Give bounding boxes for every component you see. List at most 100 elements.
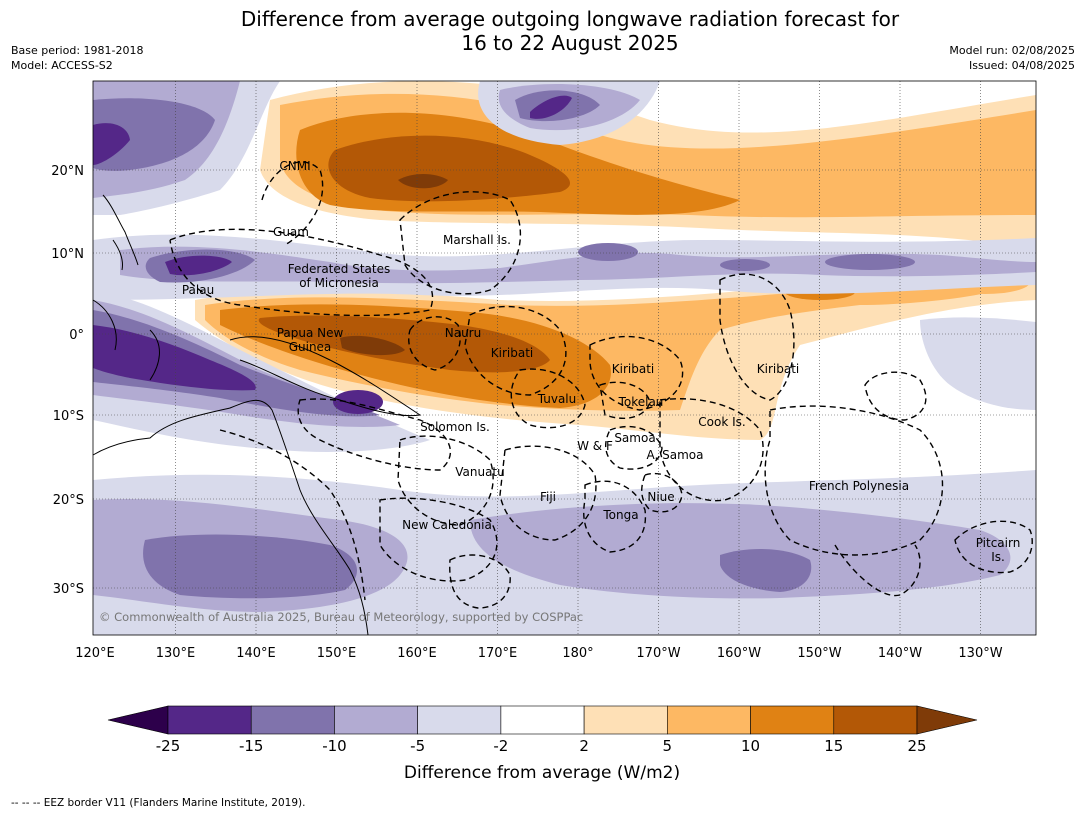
- purple-west-dark: [93, 98, 215, 171]
- label-fiji: Fiji: [540, 490, 556, 504]
- chart-title: Difference from average outgoing longwav…: [170, 7, 970, 55]
- eez-solomon: [297, 398, 451, 471]
- eez-french-polynesia: [764, 405, 944, 556]
- colorbar-tick-label: 25: [907, 737, 926, 755]
- eez-tuvalu: [510, 368, 586, 429]
- band-north-brown: [328, 135, 570, 202]
- label-palau: Palau: [182, 283, 214, 297]
- colorbar-tick-label: 5: [663, 737, 673, 755]
- purple-south-dark-west: [143, 534, 357, 599]
- model-run-text: Model run: 02/08/2025: [949, 44, 1075, 57]
- eez-kiribati-phoenix: [589, 335, 684, 411]
- purple-west-darkest: [93, 123, 130, 165]
- purple-north-patch-darkest: [530, 95, 572, 119]
- eez-fsm: [169, 228, 434, 317]
- longitude-tick-label: 140°W: [878, 646, 922, 661]
- eez-kiribati-line: [719, 273, 795, 401]
- label-fsm-1: Federated States: [288, 262, 390, 276]
- label-samoa: Samoa: [614, 431, 655, 445]
- graticule: [93, 81, 1036, 635]
- label-pitcairn-1: Pitcairn: [976, 536, 1021, 550]
- purple-southeast-light: [920, 317, 1036, 410]
- longitude-tick-label: 140°E: [236, 646, 276, 661]
- label-vanuatu: Vanuatu: [455, 465, 505, 479]
- purple-wequator-darkest: [93, 325, 256, 391]
- eez-southeast-line: [834, 544, 921, 597]
- band-equator-brown: [258, 315, 550, 373]
- longitude-tick-label: 170°E: [478, 646, 518, 661]
- longitude-tick-label: 120°E: [75, 646, 115, 661]
- coastlines: [92, 194, 422, 636]
- label-asamoa: A. Samoa: [647, 448, 704, 462]
- issued-text: Issued: 04/08/2025: [968, 59, 1075, 72]
- eez-vanuatu: [397, 435, 494, 526]
- longitude-tick-label: 160°W: [717, 646, 761, 661]
- colorbar-segment: [167, 705, 252, 735]
- copyright-text: © Commonwealth of Australia 2025, Bureau…: [99, 610, 583, 624]
- band-north-darkest: [398, 174, 448, 189]
- label-niue: Niue: [647, 490, 674, 504]
- latitude-tick-label: 10°N: [51, 247, 84, 262]
- coast-borneo-sulawesi: [92, 299, 160, 381]
- latitude-tick-label: 20°S: [53, 493, 84, 508]
- meta-left: Base period: 1981-2018 Model: ACCESS-S2: [11, 43, 143, 73]
- longitude-tick-label: 150°W: [797, 646, 841, 661]
- label-solomon: Solomon Is.: [420, 420, 490, 434]
- label-fsm-2: of Micronesia: [299, 276, 379, 290]
- purple-dark-patch-a: [578, 243, 638, 261]
- purple-wequator-dark: [93, 310, 380, 417]
- coast-australia: [92, 399, 369, 636]
- longitude-labels: 120°E 130°E 140°E 150°E 160°E 170°E 180° 170°W 1…: [75, 646, 1002, 661]
- purple-dark-patch-b: [825, 254, 915, 270]
- base-period-text: Base period: 1981-2018: [11, 44, 144, 57]
- label-tokelau: Tokelau: [618, 395, 664, 409]
- colorbar-tick-label: -5: [410, 737, 425, 755]
- colorbar-under-extension: [107, 705, 169, 735]
- longitude-tick-label: 180°: [562, 646, 593, 661]
- meta-right: Model run: 02/08/2025 Issued: 04/08/2025: [949, 43, 1075, 73]
- longitude-tick-label: 160°E: [397, 646, 437, 661]
- colorbar-tick-label: -2: [493, 737, 508, 755]
- colorbar-tick-label: 15: [824, 737, 843, 755]
- eez-pitcairn: [954, 520, 1033, 574]
- colorbar-over-extension: [916, 705, 978, 735]
- latitude-tick-label: 10°S: [53, 409, 84, 424]
- latitude-tick-label: 20°N: [51, 164, 84, 179]
- label-png-2: Guinea: [289, 340, 332, 354]
- model-text: Model: ACCESS-S2: [11, 59, 113, 72]
- longitude-tick-label: 150°E: [317, 646, 357, 661]
- label-png-1: Papua New: [277, 326, 344, 340]
- eez-kiribati-gilbert: [464, 305, 567, 396]
- eez-southwest: [219, 429, 366, 601]
- colorbar-segment: [500, 705, 585, 735]
- purple-dark-patch-c: [720, 259, 770, 271]
- colorbar-segment: [583, 705, 668, 735]
- eez-marshall: [399, 191, 522, 295]
- eez-cnmi: [261, 161, 324, 246]
- title-line-2: 16 to 22 August 2025: [461, 31, 679, 55]
- colorbar-segment: [667, 705, 751, 735]
- eez-samoa: [604, 425, 663, 470]
- label-guam: Guam: [273, 225, 309, 239]
- label-french-polynesia: French Polynesia: [809, 479, 909, 493]
- label-new-caledonia: New Caledonia: [402, 518, 492, 532]
- map-frame: [92, 80, 1037, 636]
- coast-philippines: [102, 194, 139, 271]
- label-tuvalu: Tuvalu: [537, 392, 577, 406]
- colorbar-tick-label: -25: [156, 737, 181, 755]
- label-pitcairn-2: Is.: [991, 550, 1005, 564]
- latitude-tick-label: 30°S: [53, 582, 84, 597]
- colorbar-segment: [750, 705, 835, 735]
- label-tonga: Tonga: [602, 508, 638, 522]
- colorbar-segment: [833, 705, 918, 735]
- title-line-1: Difference from average outgoing longwav…: [240, 7, 900, 31]
- colorbar-tick-label: 2: [579, 737, 589, 755]
- label-kiribati-3: Kiribati: [757, 362, 799, 376]
- band-equator-darkest: [340, 335, 405, 356]
- coast-new-guinea: [229, 336, 422, 417]
- eez-fp-north: [864, 371, 927, 421]
- colorbar-label: Difference from average (W/m2): [404, 763, 680, 783]
- latitude-labels: 20°N 10°N 0° 10°S 20°S 30°S: [51, 164, 84, 597]
- colorbar-tick-labels: -25 -15 -10 -5 -2 2 5 10 15 25: [156, 737, 927, 755]
